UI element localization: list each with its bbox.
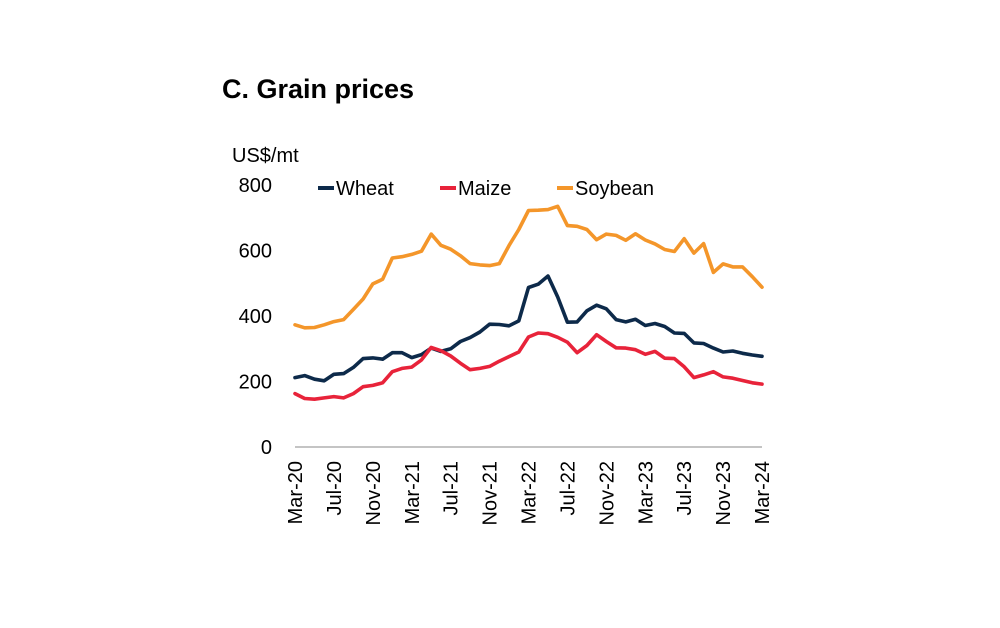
y-tick-label-400: 400	[239, 306, 272, 328]
y-axis-unit-label: US$/mt	[232, 145, 299, 167]
legend-label-wheat: Wheat	[336, 178, 394, 200]
x-tick-label-nov-23: Nov-23	[713, 461, 735, 525]
x-tick-label-nov-20: Nov-20	[363, 461, 385, 525]
x-tick-label-jul-20: Jul-20	[324, 461, 346, 515]
legend: Wheat Maize Soybean	[318, 178, 654, 200]
series-line-maize	[293, 331, 764, 402]
y-tick-label-200: 200	[239, 372, 272, 394]
x-tick-label-nov-21: Nov-21	[480, 461, 502, 525]
y-axis-ticks: 0 200 400 600 800	[239, 175, 272, 459]
x-tick-label-jul-23: Jul-23	[674, 461, 696, 515]
chart-title: C. Grain prices	[222, 74, 415, 104]
x-tick-label-jul-21: Jul-21	[441, 461, 463, 515]
x-tick-label-mar-24: Mar-24	[752, 461, 774, 524]
x-tick-label-mar-22: Mar-22	[519, 461, 541, 524]
series-lines	[293, 204, 764, 402]
y-tick-label-600: 600	[239, 241, 272, 263]
x-tick-label-mar-23: Mar-23	[635, 461, 657, 524]
x-tick-label-mar-20: Mar-20	[285, 461, 307, 524]
y-tick-label-0: 0	[261, 437, 272, 459]
legend-label-soybean: Soybean	[575, 178, 654, 200]
series-line-wheat	[293, 274, 764, 383]
series-line-soybean	[293, 204, 764, 330]
x-axis-ticks: Mar-20 Jul-20 Nov-20 Mar-21 Jul-21 Nov-21 Mar-…	[285, 461, 774, 525]
y-tick-label-800: 800	[239, 175, 272, 197]
x-tick-label-nov-22: Nov-22	[596, 461, 618, 525]
legend-label-maize: Maize	[458, 178, 511, 200]
x-tick-label-jul-22: Jul-22	[557, 461, 579, 515]
x-tick-label-mar-21: Mar-21	[402, 461, 424, 524]
